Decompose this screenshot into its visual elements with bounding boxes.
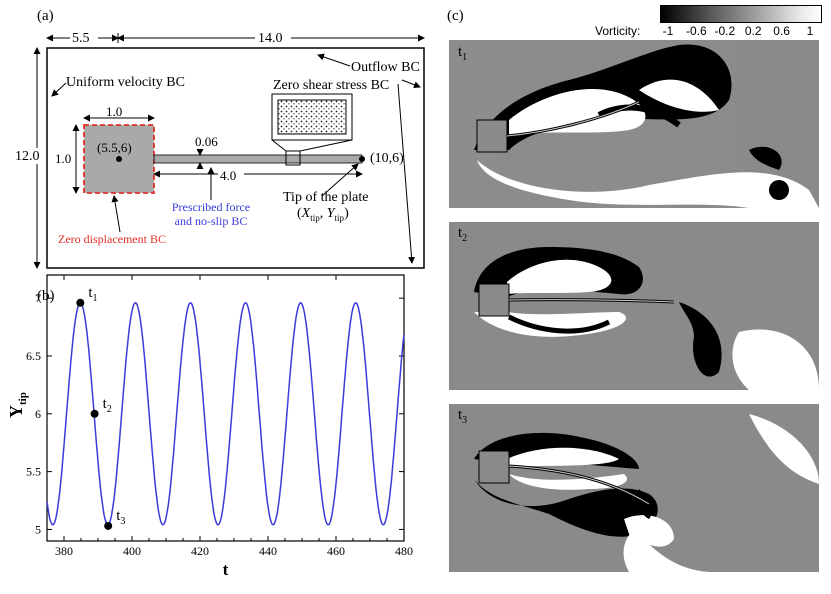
y-tick-label: 7 <box>35 291 41 305</box>
mesh-zoom-box <box>277 99 347 135</box>
colorbar-tick-label: -0.2 <box>714 24 736 38</box>
dim-top-left: 5.5 <box>72 31 90 46</box>
tip-of-plate-label: Tip of the plate <box>283 190 369 205</box>
colorbar-tick-label: 0.6 <box>773 24 790 38</box>
plate-length-label: 4.0 <box>220 168 237 183</box>
dim-height: 12.0 <box>15 149 40 164</box>
x-tick-label: 460 <box>327 544 345 558</box>
tip-xy-label: (Xtip, Ytip) <box>297 206 349 223</box>
y-axis-label: Ytip <box>6 392 29 418</box>
colorbar-tick-label: 0.2 <box>744 24 762 38</box>
tip-displacement-line <box>46 301 405 526</box>
y-tick-label: 5.5 <box>26 465 41 479</box>
plate-tip-dot <box>359 156 365 162</box>
flexible-plate <box>153 154 363 164</box>
marker-t2 <box>90 409 99 418</box>
colorbar-tick-label: 1 <box>806 24 814 38</box>
tip-displacement-chart: 380 400 420 440 460 480 5 5.5 6 6.5 7 t1 t2 t3 t Ytip <box>6 274 413 579</box>
vorticity-snapshot-t1 <box>449 40 819 208</box>
y-tick-label: 5 <box>35 522 41 536</box>
x-tick-label: 400 <box>123 544 141 558</box>
colorbar-ticks: -1 -0.6 -0.2 0.2 0.6 1 <box>660 24 820 38</box>
x-tick-label: 440 <box>259 544 277 558</box>
snapshot-t1-label: t1 <box>458 44 468 63</box>
y-tick-label: 6.5 <box>26 349 41 363</box>
zero-displacement-bc: Zero displacement BC <box>58 232 166 246</box>
panel-a-schematic <box>14 30 425 269</box>
x-axis-label: t <box>223 560 229 579</box>
tip-coordinate-label: (10,6) <box>370 151 404 166</box>
marker-label-t3: t3 <box>116 508 125 527</box>
x-tick-label: 480 <box>395 544 413 558</box>
panel-b-label: (b) <box>37 288 55 304</box>
dim-top-right: 14.0 <box>258 31 283 46</box>
outflow-bc: Outflow BC <box>351 60 420 75</box>
square-center-dot <box>116 156 122 162</box>
domain-boundary <box>46 47 425 269</box>
zero-shear-stress-bc: Zero shear stress BC <box>273 78 390 93</box>
x-tick-label: 380 <box>55 544 73 558</box>
colorbar-tick-label: -0.6 <box>686 24 707 38</box>
plate-thickness-label: 0.06 <box>195 134 218 149</box>
vorticity-colorbar <box>660 5 822 23</box>
panel-a-label: (a) <box>37 8 54 24</box>
marker-t3 <box>104 521 113 530</box>
panel-c-label: (c) <box>447 8 464 24</box>
prescribed-force-label: Prescribed force and no-slip BC <box>171 200 251 228</box>
vorticity-snapshot-t3 <box>449 404 819 572</box>
y-tick-label: 6 <box>35 407 41 421</box>
plot-frame <box>46 274 405 542</box>
colorbar-title: Vorticity: <box>595 24 641 38</box>
uniform-velocity-bc: Uniform velocity BC <box>66 75 185 90</box>
marker-label-t2: t2 <box>103 396 112 415</box>
snapshot-t3-label: t3 <box>458 407 468 426</box>
marker-label-t1: t1 <box>88 285 97 304</box>
x-tick-label: 420 <box>191 544 209 558</box>
marker-t1 <box>76 298 85 307</box>
square-width-label: 1.0 <box>106 104 123 119</box>
square-center-label: (5.5,6) <box>97 140 132 155</box>
vorticity-snapshot-t2 <box>449 222 819 390</box>
square-height-label: 1.0 <box>55 151 72 166</box>
snapshot-t2-label: t2 <box>458 225 468 244</box>
colorbar-tick-label: -1 <box>662 24 674 38</box>
